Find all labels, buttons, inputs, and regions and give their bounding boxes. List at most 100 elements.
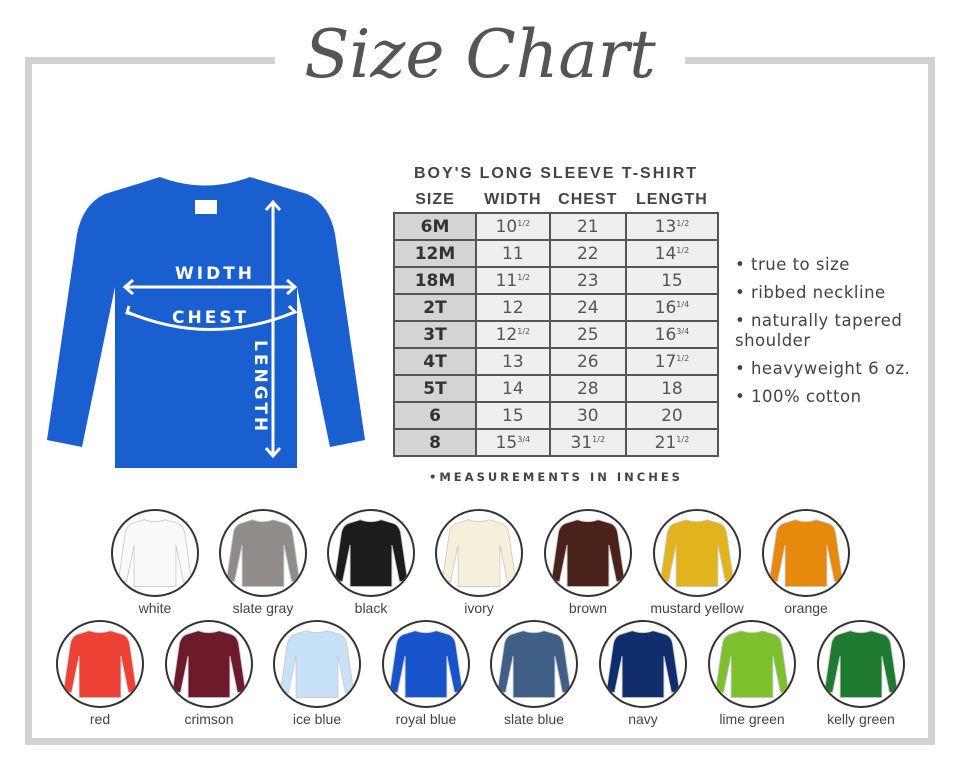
size-table: SIZE WIDTH CHEST LENGTH 6M 101/2 21 131/2 12… xyxy=(393,188,720,457)
cell-length: 141/2 xyxy=(624,239,720,268)
table-row: 18M 111/2 23 15 xyxy=(393,266,720,295)
cell-fraction: 1/2 xyxy=(517,326,531,336)
cell-size: 6M xyxy=(393,212,477,241)
swatch-circle xyxy=(165,620,253,708)
shirt-icon xyxy=(715,630,789,699)
swatch-circle xyxy=(273,620,361,708)
cell-value: 15 xyxy=(495,432,518,453)
cell-value: 12M xyxy=(414,243,456,264)
swatch-circle xyxy=(653,509,741,597)
color-swatch-mustard-yellow[interactable]: mustard yellow xyxy=(644,509,750,617)
cell-value: 22 xyxy=(576,243,599,264)
length-label: LENGTH xyxy=(250,340,270,435)
cell-chest: 24 xyxy=(548,293,627,322)
swatch-circle xyxy=(762,509,850,597)
swatch-circle xyxy=(599,620,687,708)
cell-length: 161/4 xyxy=(624,293,720,322)
title-backdrop xyxy=(275,20,685,80)
color-swatch-lime-green[interactable]: lime green xyxy=(699,620,805,728)
color-swatch-crimson[interactable]: crimson xyxy=(156,620,262,728)
cell-fraction: 1/2 xyxy=(592,434,606,444)
cell-value: 14 xyxy=(502,378,524,399)
table-header-row: SIZE WIDTH CHEST LENGTH xyxy=(394,188,718,213)
cell-value: 21 xyxy=(576,216,599,237)
feature-item: • naturally tapered shoulder xyxy=(735,311,903,350)
swatch-circle xyxy=(817,620,905,708)
table-row: 12M 11 22 141/2 xyxy=(393,239,720,268)
cell-fraction: 1/2 xyxy=(676,353,690,363)
swatch-circle xyxy=(708,620,796,708)
cell-width: 101/2 xyxy=(475,212,551,241)
cell-fraction: 1/4 xyxy=(676,299,690,309)
shirt-icon xyxy=(551,519,625,588)
cell-width: 111/2 xyxy=(475,266,551,295)
header-width: WIDTH xyxy=(484,191,542,208)
cell-length: 15 xyxy=(624,266,720,295)
color-swatch-navy[interactable]: navy xyxy=(590,620,696,728)
cell-value: 18M xyxy=(414,270,456,291)
cell-value: 23 xyxy=(576,270,599,291)
cell-size: 6 xyxy=(393,401,477,430)
cell-value: 28 xyxy=(576,378,599,399)
shirt-icon xyxy=(389,630,463,699)
color-swatch-royal-blue[interactable]: royal blue xyxy=(373,620,479,728)
cell-size: 2T xyxy=(393,293,477,322)
cell-chest: 311/2 xyxy=(548,428,627,457)
cell-value: 16 xyxy=(654,324,677,345)
cell-value: 11 xyxy=(495,270,518,291)
cell-length: 163/4 xyxy=(624,320,720,349)
cell-value: 13 xyxy=(654,216,677,237)
cell-value: 5T xyxy=(423,378,447,399)
swatch-label: red xyxy=(89,711,111,727)
color-swatch-black[interactable]: black xyxy=(318,509,424,617)
shirt-icon xyxy=(226,519,300,588)
table-row: 3T 121/2 25 163/4 xyxy=(393,320,720,349)
cell-value: 8 xyxy=(429,432,441,453)
cell-chest: 26 xyxy=(548,347,627,376)
cell-chest: 30 xyxy=(548,401,627,430)
color-swatch-white[interactable]: white xyxy=(102,509,208,617)
cell-value: 15 xyxy=(661,270,683,291)
swatch-circle xyxy=(219,509,307,597)
cell-value: 26 xyxy=(576,351,599,372)
header-size: SIZE xyxy=(415,191,455,208)
cell-chest: 28 xyxy=(548,374,627,403)
swatch-circle xyxy=(435,509,523,597)
cell-width: 121/2 xyxy=(475,320,551,349)
swatch-label: slate gray xyxy=(232,600,294,616)
color-swatch-ivory[interactable]: ivory xyxy=(426,509,532,617)
color-swatch-ice-blue[interactable]: ice blue xyxy=(264,620,370,728)
measure-arrows xyxy=(122,199,298,459)
cell-length: 20 xyxy=(624,401,720,430)
color-swatch-orange[interactable]: orange xyxy=(753,509,859,617)
color-swatch-brown[interactable]: brown xyxy=(535,509,641,617)
shirt-icon xyxy=(63,630,137,699)
shirt-icon xyxy=(280,630,354,699)
cell-value: 6M xyxy=(420,216,450,237)
shirt-icon xyxy=(497,630,571,699)
color-swatch-slate-blue[interactable]: slate blue xyxy=(481,620,587,728)
shirt-icon xyxy=(824,630,898,699)
color-swatch-kelly-green[interactable]: kelly green xyxy=(808,620,914,728)
shirt-shape xyxy=(47,177,365,468)
color-swatch-red[interactable]: red xyxy=(47,620,153,728)
cell-fraction: 1/2 xyxy=(517,218,531,228)
table-row: 6 15 30 20 xyxy=(393,401,720,430)
shirt-icon xyxy=(334,519,408,588)
cell-width: 15 xyxy=(475,401,551,430)
cell-length: 131/2 xyxy=(624,212,720,241)
cell-value: 4T xyxy=(423,351,447,372)
swatch-label: mustard yellow xyxy=(650,600,744,616)
cell-value: 17 xyxy=(654,351,677,372)
measurements-note: •MEASUREMENTS IN INCHES xyxy=(429,470,683,484)
cell-width: 14 xyxy=(475,374,551,403)
feature-item: • ribbed neckline xyxy=(735,283,886,302)
color-swatch-slate-gray[interactable]: slate gray xyxy=(210,509,316,617)
cell-fraction: 1/2 xyxy=(676,245,690,255)
feature-item: • true to size xyxy=(735,255,850,274)
swatch-label: kelly green xyxy=(827,711,895,727)
cell-fraction: 3/4 xyxy=(517,434,531,444)
swatch-label: navy xyxy=(628,711,658,727)
cell-chest: 23 xyxy=(548,266,627,295)
cell-value: 10 xyxy=(495,216,518,237)
